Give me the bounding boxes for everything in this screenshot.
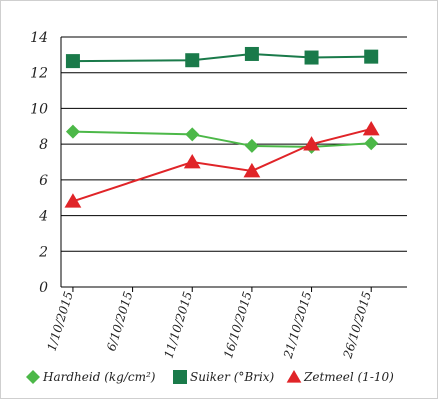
square-marker [173,370,187,384]
triangle-marker [243,162,261,178]
diamond-marker [26,370,40,384]
square-marker [364,49,379,64]
x-tick-label: 11/10/2015 [161,290,195,360]
x-tick-label: 16/10/2015 [221,290,255,360]
y-tick-label: 4 [38,209,48,225]
x-tick-label: 1/10/2015 [44,290,75,353]
legend-label: Hardheid (kg/cm²) [42,370,156,384]
x-tick-label: 6/10/2015 [104,290,135,353]
x-tick-label: 26/10/2015 [340,290,374,361]
triangle-marker [286,370,302,383]
legend-item: Suiker (°Brix) [173,370,275,384]
y-tick-labels: 0 2 4 6 8 10 12 14 [30,30,48,296]
x-tick-labels: 1/10/2015 6/10/2015 11/10/2015 16/10/2015 21… [44,290,374,361]
legend: Hardheid (kg/cm²) Suiker (°Brix) Zetmeel (… [26,370,394,384]
diamond-marker [244,138,259,153]
square-marker [304,50,319,65]
series-triangle [64,120,380,208]
y-tick-label: 12 [30,66,48,82]
triangle-marker [362,120,380,136]
diamond-marker [65,124,80,139]
triangle-marker [183,154,201,169]
legend-item: Zetmeel (1-10) [286,370,394,384]
x-tick-label: 21/10/2015 [281,290,315,361]
y-tick-label: 8 [39,137,48,153]
square-marker [244,46,259,61]
series-line [72,52,372,63]
legend-label: Suiker (°Brix) [190,370,275,384]
diamond-marker [185,127,200,142]
axes [60,37,407,292]
grid-lines [61,36,407,252]
series [64,46,380,208]
square-marker [65,54,80,69]
y-tick-label: 10 [30,101,48,117]
y-tick-label: 2 [38,244,48,260]
y-tick-label: 0 [39,280,48,296]
legend-label: Zetmeel (1-10) [303,370,394,384]
legend-item: Hardheid (kg/cm²) [26,370,156,384]
y-tick-label: 14 [30,30,48,46]
y-tick-label: 6 [39,173,48,189]
triangle-marker [303,136,320,151]
triangle-marker [64,193,82,208]
diamond-marker [364,136,379,151]
series-square [65,46,379,69]
square-marker [185,53,200,68]
